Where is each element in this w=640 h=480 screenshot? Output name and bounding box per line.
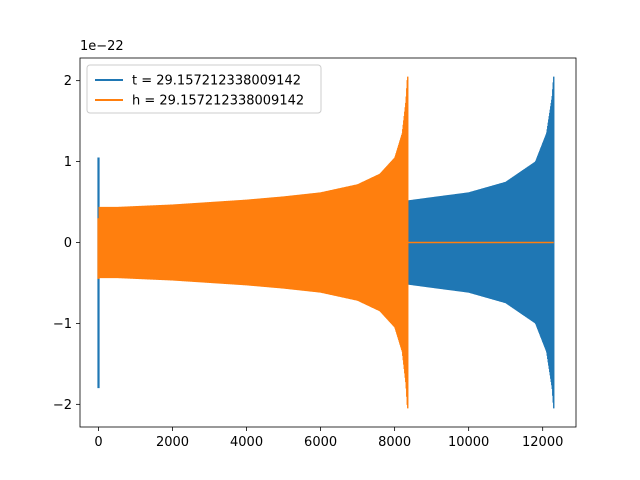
legend: t = 29.157212338009142 h = 29.15721233800… — [86, 64, 322, 114]
y-offset-label: 1e−22 — [80, 39, 124, 54]
x-tick-label: 12000 — [522, 435, 563, 450]
y-axis: −2 −1 0 1 2 — [53, 74, 80, 413]
series-oscillation — [98, 76, 409, 409]
y-tick-label: −1 — [53, 317, 72, 332]
series-h — [97, 76, 554, 409]
x-tick-label: 6000 — [304, 435, 337, 450]
x-tick-label: 2000 — [156, 435, 189, 450]
legend-entry: h = 29.157212338009142 — [132, 94, 304, 109]
series-layer — [97, 76, 555, 409]
x-axis: 0 2000 4000 6000 8000 10000 12000 — [94, 427, 563, 450]
y-tick-label: 2 — [64, 74, 72, 89]
legend-entry: t = 29.157212338009142 — [132, 74, 301, 89]
x-tick-label: 4000 — [230, 435, 263, 450]
x-tick-label: 0 — [94, 435, 102, 450]
legend-box — [86, 64, 322, 114]
y-tick-label: −2 — [53, 398, 72, 413]
x-tick-label: 10000 — [448, 435, 489, 450]
y-tick-label: 1 — [64, 155, 72, 170]
y-tick-label: 0 — [64, 236, 72, 251]
x-tick-label: 8000 — [378, 435, 411, 450]
